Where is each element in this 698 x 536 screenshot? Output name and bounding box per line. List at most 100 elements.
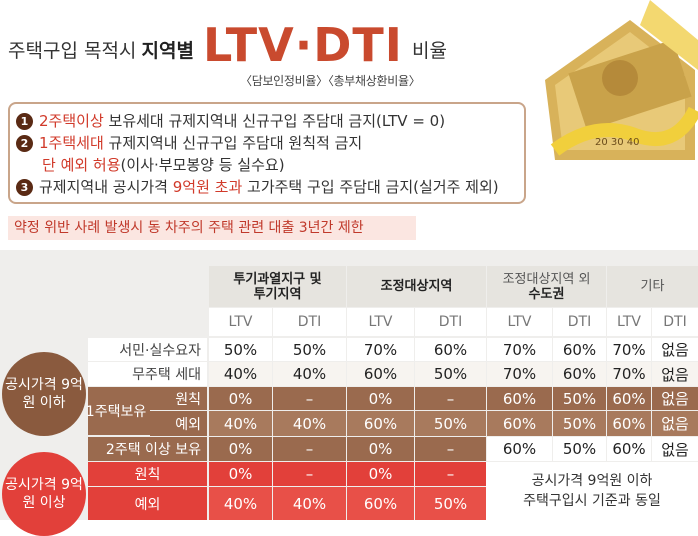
table-cell: – <box>273 387 346 410</box>
rule-1-highlight: 2주택이상 <box>39 112 104 130</box>
table-cell: 70% <box>487 338 552 361</box>
table-cell: 50% <box>553 411 606 436</box>
table-cell: 60% <box>607 387 651 410</box>
rule-2-exception-highlight: 단 예외 허용 <box>42 156 121 174</box>
table-cell: 60% <box>607 437 651 461</box>
ltv-subheader-3: LTV <box>487 308 552 336</box>
table-cell: 60% <box>415 338 486 361</box>
table-cell: 0% <box>347 437 414 461</box>
subtitle: 〈담보인정비율〉〈총부채상환비율〉 <box>240 74 421 88</box>
col-header-2-line1: 조정대상지역 <box>380 279 453 294</box>
title-part2: 지역별 <box>141 40 194 62</box>
col-header-4-line1: 기타 <box>640 279 665 294</box>
rule-2: 2 1주택세대 규제지역내 신규구입 주담대 원칙적 금지 <box>16 132 524 154</box>
table-cell: 0% <box>209 462 272 486</box>
table-cell: 없음 <box>652 437 698 461</box>
table-cell: 60% <box>347 487 414 520</box>
warning-banner: 약정 위반 사례 발생시 동 차주의 주택 관련 대출 3년간 제한 <box>8 216 416 240</box>
table-cell: 없음 <box>652 362 698 386</box>
table-cell: – <box>415 462 486 486</box>
col-header-1-line1: 투기과열지구 및 <box>233 271 322 287</box>
dti-subheader-4: DTI <box>652 308 698 336</box>
table-cell: 60% <box>553 338 606 361</box>
rule-1-number: 1 <box>16 113 33 130</box>
rule-2-text: 규제지역내 신규구입 주담대 원칙적 금지 <box>103 134 363 152</box>
money-house-illustration: 20 30 40 <box>545 0 698 160</box>
table-cell: 50% <box>553 387 606 410</box>
table-cell: 70% <box>607 338 651 361</box>
row-label-4: 예외 <box>150 411 207 436</box>
rule-2-exception: 단 예외 허용(이사·부모봉양 등 실수요) <box>16 154 524 176</box>
rule-3-number: 3 <box>16 179 33 196</box>
table-cell: 50% <box>273 338 346 361</box>
group-label-under-9: 공시가격 9억원 이하 <box>2 352 86 436</box>
table-cell: 60% <box>347 362 414 386</box>
ltv-subheader-4: LTV <box>607 308 651 336</box>
rule-1-text: 보유세대 규제지역내 신규구입 주담대 금지(LTV = 0) <box>103 112 446 130</box>
row-label-7: 예외 <box>88 487 207 520</box>
table-cell: 60% <box>487 437 552 461</box>
table-cell: 60% <box>487 411 552 436</box>
table-cell: 50% <box>415 411 486 436</box>
col-header-1-line2: 투기지역 <box>253 286 302 302</box>
dti-subheader-2: DTI <box>415 308 486 336</box>
title-part1: 주택구입 목적시 <box>8 40 137 62</box>
title-big: LTV·DTI <box>203 18 403 72</box>
page-title: 주택구입 목적시 지역별 LTV·DTI 비율 <box>8 22 447 68</box>
col-header-3: 조정대상지역 외 수도권 <box>487 266 606 307</box>
col-header-4: 기타 <box>607 266 698 307</box>
table-cell: 50% <box>415 487 486 520</box>
table-cell: 0% <box>209 387 272 410</box>
table-cell: 50% <box>415 362 486 386</box>
dti-subheader-1: DTI <box>273 308 346 336</box>
table-cell: 70% <box>487 362 552 386</box>
row-label-2: 무주택 세대 <box>88 362 207 386</box>
col-header-2: 조정대상지역 <box>347 266 486 307</box>
rule-2-number: 2 <box>16 135 33 152</box>
table-cell: 40% <box>273 411 346 436</box>
note-line2: 주택구입시 기준과 동일 <box>523 493 661 509</box>
table-cell: 60% <box>553 362 606 386</box>
top-section: 주택구입 목적시 지역별 LTV·DTI 비율 〈담보인정비율〉〈총부채상환비율… <box>0 0 698 250</box>
note-box: 공시가격 9억원 이하 주택구입시 기준과 동일 <box>486 462 698 520</box>
col-header-1: 투기과열지구 및 투기지역 <box>209 266 346 307</box>
rules-box: 1 2주택이상 보유세대 규제지역내 신규구입 주담대 금지(LTV = 0) 2… <box>8 102 526 204</box>
table-cell: 60% <box>347 411 414 436</box>
col-header-3-line1: 조정대상지역 외 <box>502 271 591 287</box>
group-label-over-9: 공시가격 9억원 이상 <box>2 452 86 536</box>
table-cell: 0% <box>209 437 272 461</box>
table-cell: 40% <box>273 487 346 520</box>
row-label-6: 원칙 <box>88 462 207 486</box>
table-cell: – <box>273 437 346 461</box>
rule-3-text2: 고가주택 구입 주담대 금지(실거주 제외) <box>242 178 499 196</box>
row-label-1: 서민·실수요자 <box>88 338 207 361</box>
title-part3: 비율 <box>411 40 447 62</box>
rule-2-exception-text: (이사·부모봉양 등 실수요) <box>120 156 285 174</box>
table-cell: 없음 <box>652 338 698 361</box>
table-cell: 40% <box>209 362 272 386</box>
col-header-3-line2: 수도권 <box>528 286 565 302</box>
table-cell: 없음 <box>652 411 698 436</box>
rule-3: 3 규제지역내 공시가격 9억원 초과 고가주택 구입 주담대 금지(실거주 제외… <box>16 176 524 198</box>
ltv-subheader-2: LTV <box>347 308 414 336</box>
table-cell: 50% <box>553 437 606 461</box>
rule-1: 1 2주택이상 보유세대 규제지역내 신규구입 주담대 금지(LTV = 0) <box>16 110 524 132</box>
table-cell: 없음 <box>652 387 698 410</box>
table-cell: 40% <box>209 487 272 520</box>
note-line1: 공시가격 9억원 이하 <box>531 473 653 489</box>
rule-3-highlight: 9억원 초과 <box>172 178 243 196</box>
table-cell: 60% <box>487 387 552 410</box>
rule-3-text1: 규제지역내 공시가격 <box>39 178 173 196</box>
table-cell: 70% <box>607 362 651 386</box>
ltv-subheader-1: LTV <box>209 308 272 336</box>
sub-group-1house: 1주택보유 <box>86 387 150 435</box>
table-cell: 60% <box>607 411 651 436</box>
table-cell: 50% <box>209 338 272 361</box>
rule-2-highlight: 1주택세대 <box>39 134 104 152</box>
table-cell: – <box>415 387 486 410</box>
table-cell: 40% <box>209 411 272 436</box>
table-cell: – <box>415 437 486 461</box>
table-cell: 70% <box>347 338 414 361</box>
dti-subheader-3: DTI <box>553 308 606 336</box>
table-cell: 0% <box>347 462 414 486</box>
